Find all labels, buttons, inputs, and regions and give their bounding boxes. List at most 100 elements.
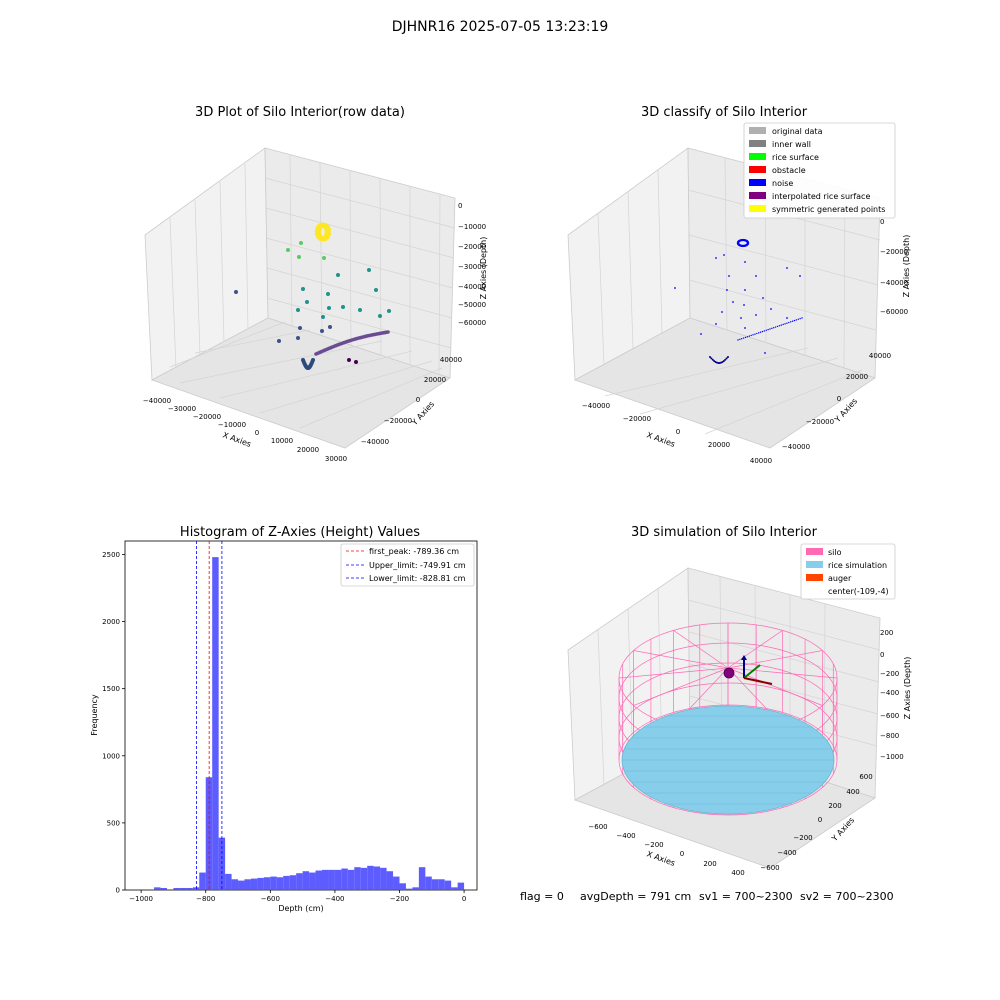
panel1-floor-pane [151,317,451,449]
noise-point [727,356,729,358]
noise-point [769,328,771,330]
data-point [341,305,345,309]
data-point [277,339,281,343]
histogram-bar [380,867,387,890]
noise-point [725,357,728,360]
noise-point [784,323,786,325]
histogram-bar [238,880,245,890]
histogram-bar [289,875,297,890]
noise-point [780,324,782,326]
silo-roof-rib [727,630,783,669]
noise-point [728,275,730,277]
noise-point [801,317,803,319]
legend-item-rice-simulation: rice simulation [806,561,887,570]
footer-sv2: sv2 = 700~2300 [800,890,894,903]
y-tick-label: 2000 [102,618,120,626]
legend-swatch [749,179,766,186]
x-tick-label: −600 [261,895,280,903]
noise-point [758,332,760,334]
panel4-auger [723,655,773,685]
auger-center-marker [723,667,735,679]
histogram-bar [386,871,394,890]
noise-point [715,257,717,259]
histogram-bar [334,869,342,890]
panel4-legend-frame [800,543,896,600]
panel2-x-tick: −40000 [582,402,610,410]
noise-point [748,335,750,337]
legend-label: obstacle [772,166,806,175]
histogram-bar [321,869,329,890]
legend-item-silo: silo [806,548,842,557]
noise-point [726,289,728,291]
panel4-title: 3D simulation of Silo Interior [631,525,818,540]
panel4-y-tick: 0 [818,816,822,824]
noise-point [786,267,788,269]
legend-swatch [806,574,823,581]
panel1-points [234,222,391,370]
panel1-x-tick: 0 [255,429,259,437]
noise-point [723,254,725,256]
histogram-bar [186,887,193,890]
panel3-legend-frame [340,543,475,587]
histogram-bar [160,887,167,890]
legend-label-lower-limit: Lower_limit: -828.81 cm [369,574,466,583]
legend-swatch [749,153,766,160]
panel1-axes-box [144,147,456,449]
panel4-x-ticks: −600 −400 −200 0 200 400 [588,823,744,877]
panel2-y-tick: 0 [837,395,841,403]
panel2-y-ticks: −40000 −20000 0 20000 40000 [782,352,891,451]
histogram-bar [212,557,219,890]
x-tick-label: −400 [325,895,344,903]
panel4-y-tick: 600 [859,773,872,781]
panel1-x-tick: −40000 [143,397,171,405]
legend-label: rice simulation [828,561,887,570]
noise-point [742,337,745,339]
panel1-z-tick: −20000 [458,243,486,251]
data-point [234,290,238,294]
histogram-bar [283,875,290,890]
noise-point [750,334,752,337]
panel4-y-ticks: −600 −400 −200 0 200 400 600 [760,773,872,872]
legend-label-upper-limit: Upper_limit: -749.91 cm [369,561,466,570]
y-tick-label: 2500 [102,551,120,559]
legend-label: symmetric generated points [772,205,885,214]
histogram-bar [296,873,303,890]
legend-label: rice surface [772,153,819,162]
panel1-grid [169,154,456,429]
panel4-x-label: X Axies [645,849,676,868]
noise-point [797,318,799,320]
noise-point [786,322,788,324]
histogram-bar [263,877,271,890]
data-point [367,268,371,272]
footer-flag: flag = 0 [520,890,564,903]
noise-point [752,334,754,336]
noise-point [711,358,714,361]
panel1-y-tick: 20000 [424,376,446,384]
histogram-bar [341,868,348,890]
noise-point [756,332,758,335]
panel1-z-label: Z Axies (Depth) [479,237,488,300]
legend-item-rice-surface: rice surface [749,153,819,162]
data-point [326,292,330,296]
histogram-bar [418,867,426,890]
panel1-y-ticks: −40000 −20000 0 20000 40000 [361,356,462,446]
data-point [299,241,303,245]
legend-swatch [749,127,766,134]
noise-point [795,319,798,321]
panel3-plot-area [124,540,478,891]
histogram-bar [399,883,406,890]
panel1-y-tick: −40000 [361,438,389,446]
noise-point [799,317,801,320]
legend-item-center: center(-109,-4) [828,587,889,596]
panel1-title: 3D Plot of Silo Interior(row data) [195,105,405,120]
panel1-z-tick: −30000 [458,263,486,271]
footer-avg-depth: avgDepth = 791 cm [580,890,691,903]
noise-point [759,331,762,333]
legend-swatch [806,548,823,555]
panel2-y-tick: 40000 [869,352,891,360]
data-point [374,288,378,292]
noise-point [763,330,766,332]
noise-point [793,319,796,322]
panel1-z-ticks: 0 −10000 −20000 −30000 −40000 −50000 −60… [458,202,486,327]
